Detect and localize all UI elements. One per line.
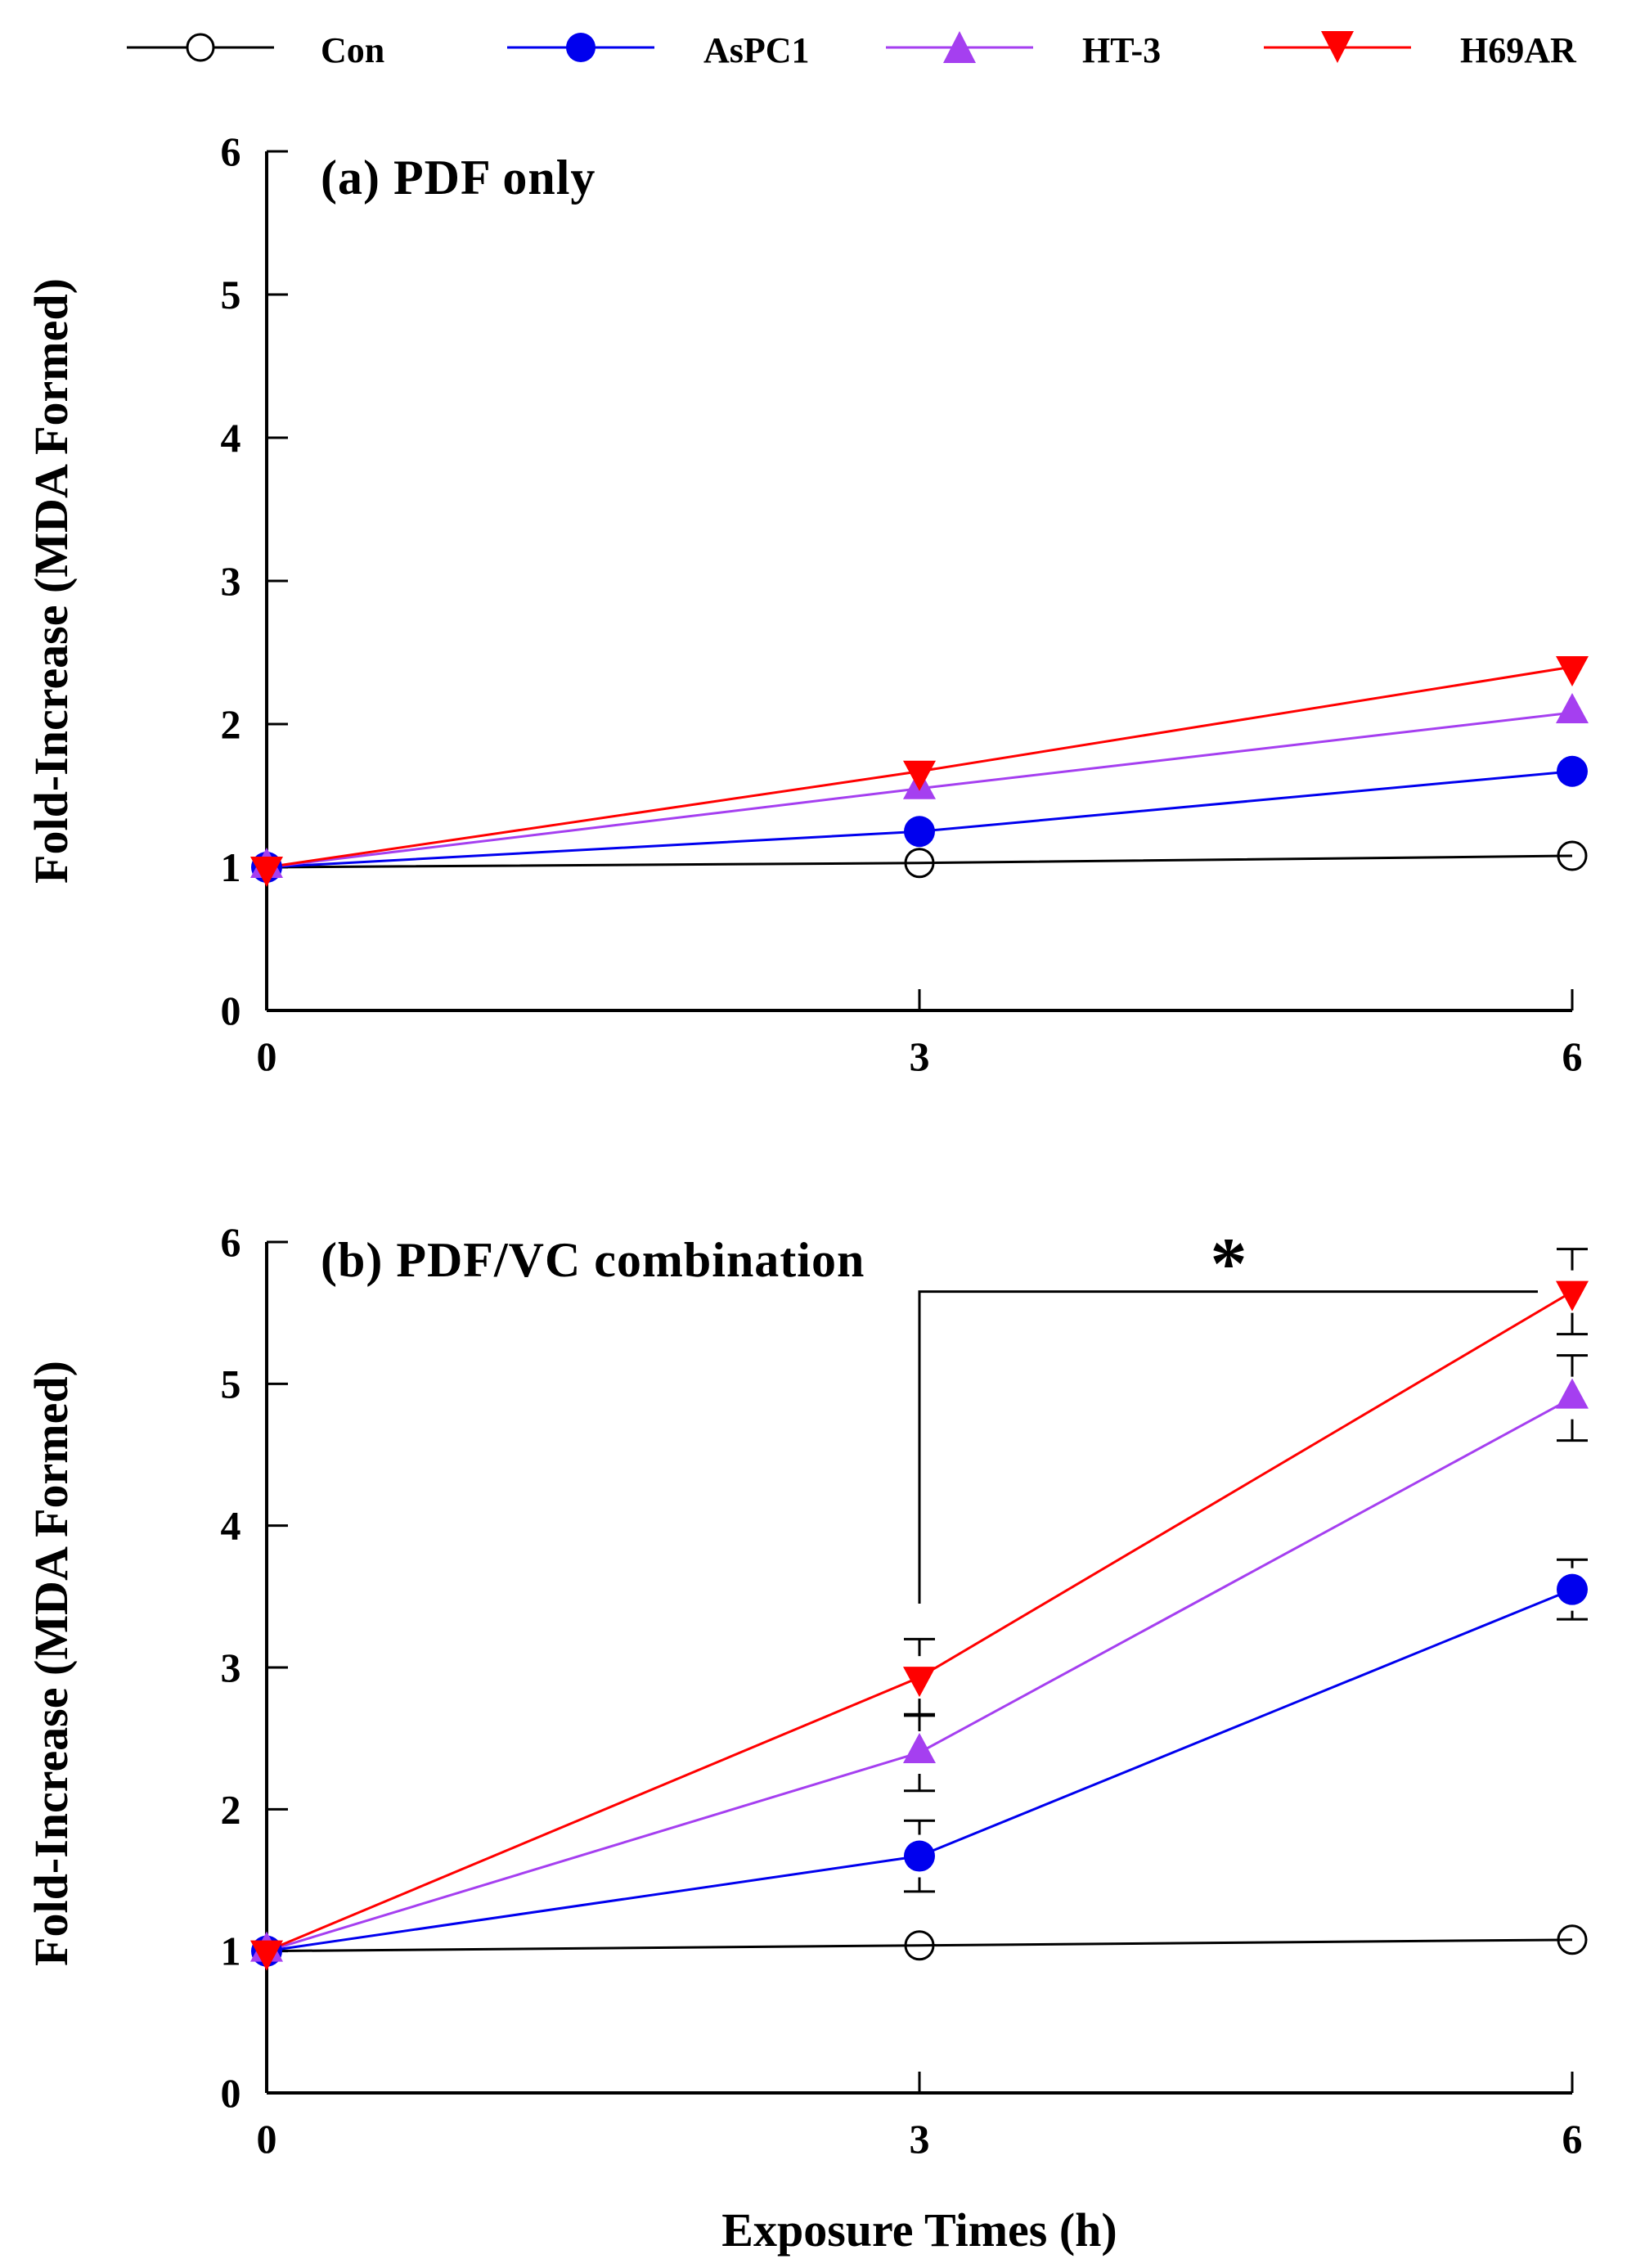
panel-b-x-tick-label: 0 <box>257 2116 277 2162</box>
panel-a-marks <box>250 656 1589 887</box>
legend-label-aspc1: AsPC1 <box>703 30 810 70</box>
data-point-aspc1 <box>1557 1573 1588 1605</box>
data-point-aspc1 <box>904 1840 935 1872</box>
panel-b-y-tick-label: 2 <box>221 1786 241 1832</box>
panel-b-y-tick-label: 1 <box>221 1928 241 1974</box>
panel-b: (b) PDF/VC combination Fold-Increase (MD… <box>25 1219 1589 2257</box>
legend-marker-con <box>186 33 215 62</box>
panel-b-x-tick-label: 6 <box>1562 2116 1583 2162</box>
legend-label-con: Con <box>321 30 384 70</box>
legend-item-ht3: HT-3 <box>886 30 1161 70</box>
data-point-con <box>1557 840 1588 871</box>
legend: Con AsPC1 HT-3 H69AR <box>127 30 1577 70</box>
significance-bracket <box>918 1290 1538 1604</box>
panel-a-y-tick-label: 6 <box>221 128 241 174</box>
panel-b-annotations: * <box>918 1224 1538 1604</box>
legend-item-h69ar: H69AR <box>1264 30 1577 70</box>
panel-a-x-tick-label: 6 <box>1562 1033 1583 1079</box>
panel-b-y-tick-label: 5 <box>221 1361 241 1406</box>
panel-a-y-tick-label: 4 <box>221 415 241 461</box>
panel-a-y-tick-label: 1 <box>221 844 241 890</box>
panel-b-y-tick-label: 0 <box>221 2070 241 2116</box>
legend-label-ht3: HT-3 <box>1082 30 1161 70</box>
panel-b-x-tick-label: 3 <box>910 2116 930 2162</box>
panel-a-axes: 0 1 2 3 4 5 6 0 3 6 <box>221 128 1583 1079</box>
panel-b-marks <box>250 1248 1589 1971</box>
legend-label-h69ar: H69AR <box>1460 30 1577 70</box>
legend-item-aspc1: AsPC1 <box>507 30 810 70</box>
x-axis-title: Exposure Times (h) <box>721 2203 1117 2257</box>
panel-b-y-axis-title: Fold-Increase (MDA Formed) <box>25 1361 78 1966</box>
legend-marker-h69ar <box>1321 31 1354 63</box>
panel-a-title: (a) PDF only <box>321 151 596 205</box>
series-line-con <box>266 1938 1573 1953</box>
panel-a-y-tick-label: 3 <box>221 558 241 604</box>
panel-b-title: (b) PDF/VC combination <box>321 1233 865 1287</box>
panel-a-y-tick-label: 2 <box>221 701 241 747</box>
data-point-h69ar <box>903 760 936 791</box>
panel-a-y-tick-label: 0 <box>221 988 241 1033</box>
data-point-h69ar <box>250 1940 283 1971</box>
panel-b-axes: 0 1 2 3 4 5 6 0 3 6 <box>221 1219 1583 2162</box>
panel-b-y-tick-label: 6 <box>221 1219 241 1265</box>
data-point-aspc1 <box>904 816 935 848</box>
data-point-con <box>904 1930 935 1961</box>
panel-b-y-tick-label: 4 <box>221 1503 241 1549</box>
data-point-aspc1 <box>1557 755 1588 787</box>
legend-marker-aspc1 <box>566 33 596 62</box>
data-point-h69ar <box>903 1667 936 1698</box>
legend-item-con: Con <box>127 30 384 70</box>
panel-a-x-tick-label: 0 <box>257 1033 277 1079</box>
significance-star: * <box>1211 1224 1247 1305</box>
data-point-ht3 <box>903 1733 936 1763</box>
data-point-ht3 <box>1556 693 1589 723</box>
data-point-con <box>904 848 935 879</box>
panel-a-x-tick-label: 3 <box>910 1033 930 1079</box>
data-point-con <box>1557 1924 1588 1955</box>
legend-marker-ht3 <box>943 31 976 63</box>
panel-a-y-axis-title: Fold-Increase (MDA Formed) <box>25 278 78 884</box>
data-point-h69ar <box>1556 656 1589 686</box>
panel-b-y-tick-label: 3 <box>221 1645 241 1690</box>
data-point-h69ar <box>250 857 283 887</box>
panel-a-y-tick-label: 5 <box>221 272 241 317</box>
series-line-con <box>266 854 1573 869</box>
panel-a: (a) PDF only Fold-Increase (MDA Formed) … <box>25 128 1589 1079</box>
data-point-h69ar <box>1556 1280 1589 1312</box>
data-point-ht3 <box>1556 1378 1589 1409</box>
